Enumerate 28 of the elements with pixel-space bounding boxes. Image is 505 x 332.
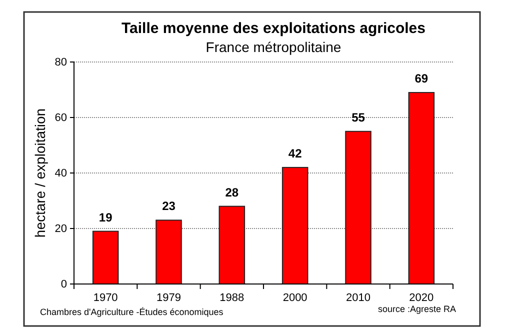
bar bbox=[282, 166, 308, 284]
y-tick-label: 60 bbox=[54, 112, 67, 124]
x-tick-label: 1979 bbox=[156, 292, 181, 304]
bar bbox=[345, 130, 372, 284]
chart-subtitle: France métropolitaine bbox=[206, 39, 342, 55]
y-tick-label: 80 bbox=[54, 56, 67, 69]
data-label: 28 bbox=[225, 185, 239, 200]
y-tick-label: 0 bbox=[60, 278, 67, 291]
y-tick-label: 40 bbox=[54, 168, 67, 180]
bar bbox=[408, 92, 435, 284]
text: Chambres d'Agriculture -Études économiques bbox=[40, 307, 224, 317]
x-tick-label: 2000 bbox=[282, 292, 308, 304]
data-label: 23 bbox=[162, 199, 176, 214]
chart-title: Taille moyenne des exploitations agricoles bbox=[122, 20, 426, 37]
x-tick-label: 2010 bbox=[346, 292, 370, 304]
data-label: 55 bbox=[352, 110, 366, 124]
data-label: 69 bbox=[414, 72, 428, 86]
x-tick-label: 1988 bbox=[220, 292, 244, 304]
bar bbox=[92, 230, 119, 284]
y-tick-label: 20 bbox=[54, 223, 67, 236]
source-note: source :Agreste RA bbox=[378, 304, 456, 314]
data-label: 19 bbox=[98, 210, 113, 224]
x-tick-label: 2020 bbox=[409, 292, 434, 304]
x-tick-label: 1970 bbox=[93, 292, 118, 304]
y-axis-title: hectare / exploitation bbox=[32, 108, 48, 238]
bar bbox=[218, 206, 246, 284]
bar bbox=[156, 220, 182, 284]
data-label: 42 bbox=[288, 146, 302, 160]
